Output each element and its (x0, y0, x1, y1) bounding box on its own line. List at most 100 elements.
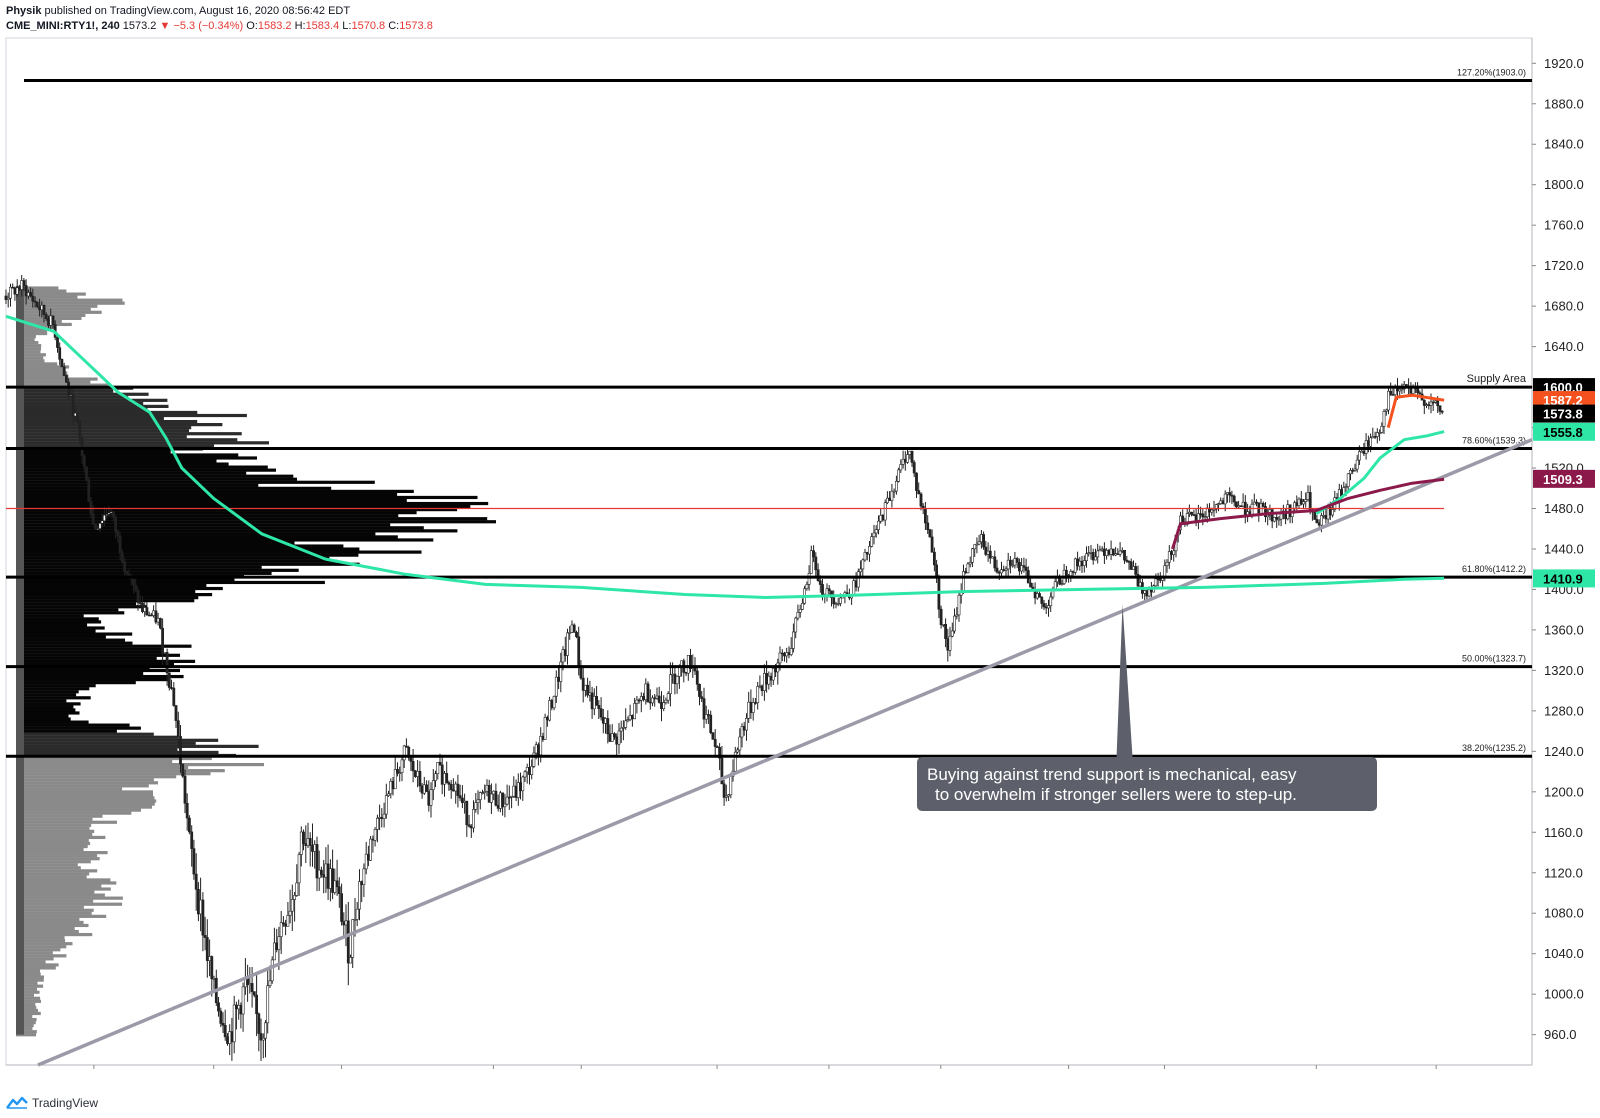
candle-body (15, 287, 19, 295)
price-badge-bg (1533, 404, 1595, 423)
volume-profile-bar (16, 720, 89, 724)
candle-body (56, 337, 59, 348)
candle-body (809, 550, 813, 574)
candle-body (1346, 473, 1350, 487)
candle-body (241, 986, 245, 1015)
candle-body (94, 523, 97, 529)
candle-body (118, 535, 122, 553)
candle-body (474, 802, 478, 810)
candle-body (610, 733, 614, 742)
candlestick-series (4, 275, 1444, 1061)
candle-body (333, 880, 337, 893)
candle-body (548, 700, 552, 721)
volume-profile-bar (16, 741, 196, 745)
volume-profile-bar (16, 614, 84, 618)
annotation-callout[interactable]: Buying against trend support is mechanic… (917, 604, 1377, 811)
volume-profile-bar (16, 960, 46, 964)
volume-profile-bar (16, 589, 196, 594)
candle-body (834, 603, 838, 606)
candle-body (1239, 505, 1243, 508)
candle-body (1389, 390, 1393, 395)
candle-body (498, 792, 502, 809)
candle-body (384, 795, 388, 815)
candle-body (1040, 596, 1044, 604)
candle-body (373, 829, 377, 841)
candle-body (503, 803, 507, 808)
volume-profile-bar (16, 438, 238, 442)
volume-profile-bar (16, 784, 149, 788)
candle-body (404, 745, 408, 748)
candle-body (1302, 501, 1305, 505)
candle-body (1185, 513, 1189, 525)
candle-body (1134, 566, 1138, 575)
volume-profile-bar (16, 811, 132, 815)
candle-body (1082, 560, 1086, 566)
candle-body (1022, 565, 1026, 568)
candle-body (223, 1025, 227, 1038)
candle-body (138, 602, 142, 604)
candle-body (606, 718, 610, 735)
candle-body (1073, 558, 1077, 573)
volume-profile-bar (16, 544, 344, 548)
volume-profile-bar (16, 380, 91, 384)
volume-profile-bar (16, 957, 54, 961)
candle-body (814, 556, 818, 571)
candle-body (771, 668, 775, 681)
volume-profile-bar (16, 498, 407, 503)
volume-profile-bar (16, 344, 42, 348)
volume-profile-bar (16, 289, 67, 293)
candle-body (957, 594, 961, 616)
volume-profile-bar (16, 489, 414, 493)
candle-body (950, 630, 954, 637)
candle-body (1308, 492, 1312, 510)
publish-info: Physik published on TradingView.com, Aug… (6, 4, 433, 18)
candle-body (1304, 499, 1308, 502)
volume-profile-bar (16, 847, 84, 852)
candle-body (664, 699, 668, 703)
candle-body (136, 589, 140, 603)
candle-body (1000, 569, 1003, 574)
candle-body (512, 785, 516, 797)
volume-profile-bar (16, 1033, 37, 1037)
candle-body (366, 853, 370, 861)
author-name[interactable]: Physik (6, 5, 42, 17)
candle-body (552, 695, 556, 709)
volume-profile-bar (16, 932, 93, 937)
candle-body (393, 769, 397, 790)
candle-body (1436, 400, 1440, 407)
close-value: 1573.8 (399, 20, 433, 32)
candle-body (948, 635, 952, 651)
candle-body (82, 455, 86, 468)
volume-profile-bar (16, 875, 87, 879)
candle-body (738, 736, 742, 751)
y-tick-label: 1320.0 (1544, 663, 1584, 678)
x-tick-label: 13 (1157, 1073, 1171, 1075)
candle-body (736, 749, 739, 753)
fibonacci-levels: 127.20%(1903.0) Supply Area 78.60%(1539.3)… (6, 67, 1532, 758)
candle-body (617, 730, 621, 745)
candle-body (445, 773, 449, 783)
candle-body (1351, 469, 1355, 472)
candle-body (695, 670, 699, 685)
candle-body (539, 735, 543, 756)
candle-body (997, 571, 1001, 574)
candle-body (805, 584, 809, 590)
callout-box[interactable] (917, 757, 1377, 811)
volume-profile-bar (16, 635, 106, 639)
candle-body (910, 450, 914, 463)
volume-profile-bar (16, 702, 81, 706)
candle-body (443, 773, 446, 785)
candle-body (1261, 502, 1265, 507)
volume-profile-bar (16, 653, 180, 657)
price-chart[interactable]: 127.20%(1903.0) Supply Area 78.60%(1539.3)… (0, 0, 1600, 1075)
level-label: Supply Area (1467, 373, 1527, 385)
candle-body (1154, 578, 1158, 587)
candle-body (1228, 492, 1232, 496)
volume-profile-bar (16, 975, 44, 979)
candle-body (194, 873, 198, 890)
volume-profile-bar (16, 556, 330, 560)
y-tick-label: 1680.0 (1544, 299, 1584, 314)
candle-body (322, 874, 326, 878)
price-badge-text: 1410.9 (1543, 571, 1583, 586)
candle-body (42, 304, 46, 315)
